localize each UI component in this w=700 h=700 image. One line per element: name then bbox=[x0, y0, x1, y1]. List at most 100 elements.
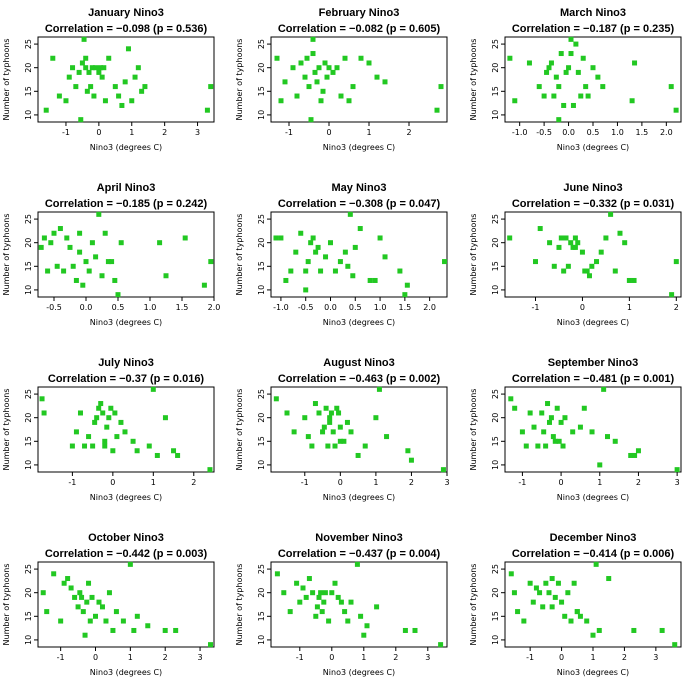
x-axis-label: Nino3 (degrees C) bbox=[90, 493, 162, 502]
data-point bbox=[305, 259, 311, 265]
data-point bbox=[402, 627, 408, 633]
data-point bbox=[357, 226, 363, 232]
data-point bbox=[596, 627, 602, 633]
data-point bbox=[551, 263, 557, 269]
data-point bbox=[537, 590, 543, 596]
data-point bbox=[103, 618, 109, 624]
data-point bbox=[56, 93, 62, 99]
data-point bbox=[586, 273, 592, 279]
y-axis-label: Number of typhoons bbox=[2, 39, 11, 121]
data-point bbox=[332, 268, 338, 274]
data-point bbox=[135, 65, 141, 71]
data-point bbox=[73, 429, 79, 435]
data-point bbox=[327, 415, 333, 421]
data-point bbox=[322, 60, 328, 66]
data-point bbox=[384, 434, 390, 440]
data-point bbox=[106, 55, 112, 61]
y-tick-label: 20 bbox=[257, 588, 266, 598]
y-tick-label: 20 bbox=[257, 413, 266, 423]
x-tick-label: 3 bbox=[444, 478, 449, 487]
x-tick-label: 3 bbox=[198, 653, 203, 662]
data-point bbox=[284, 410, 290, 416]
data-point bbox=[330, 69, 336, 75]
data-point bbox=[354, 561, 360, 567]
data-point bbox=[82, 632, 88, 638]
x-tick-label: 1 bbox=[373, 478, 378, 487]
data-point bbox=[77, 249, 83, 255]
x-tick-label: -1 bbox=[62, 128, 70, 137]
plot-frame bbox=[504, 386, 682, 473]
chart-panel: February Nino3 Correlation = −0.082 (p = … bbox=[235, 7, 448, 152]
x-tick-label: 1 bbox=[590, 653, 595, 662]
data-point bbox=[585, 93, 591, 99]
y-tick-label: 10 bbox=[257, 110, 266, 120]
data-point bbox=[358, 55, 364, 61]
y-tick-label: 15 bbox=[257, 436, 266, 446]
data-point bbox=[173, 627, 179, 633]
chart-subtitle: Correlation = −0.187 (p = 0.235) bbox=[512, 23, 675, 35]
data-point bbox=[303, 287, 309, 293]
x-tick-label: 0.0 bbox=[80, 303, 93, 312]
data-point bbox=[110, 627, 116, 633]
data-point bbox=[382, 254, 388, 260]
data-point bbox=[109, 259, 115, 265]
x-tick-label: 2.0 bbox=[208, 303, 221, 312]
y-tick-label: 15 bbox=[491, 261, 500, 271]
data-point bbox=[119, 102, 125, 108]
data-point bbox=[554, 405, 560, 411]
data-point bbox=[579, 249, 585, 255]
data-point bbox=[326, 618, 332, 624]
x-tick-label: 3 bbox=[653, 653, 658, 662]
data-point bbox=[324, 74, 330, 80]
data-point bbox=[330, 429, 336, 435]
data-point bbox=[310, 235, 316, 241]
data-point bbox=[547, 240, 553, 246]
data-point bbox=[367, 277, 373, 283]
x-axis-label: Nino3 (degrees C) bbox=[90, 668, 162, 677]
y-tick-label: 15 bbox=[24, 86, 33, 96]
data-point bbox=[632, 452, 638, 458]
data-point bbox=[83, 65, 89, 71]
data-point bbox=[543, 580, 549, 586]
data-point bbox=[99, 74, 105, 80]
x-tick-label: 2 bbox=[674, 303, 679, 312]
data-point bbox=[79, 60, 85, 66]
chart-title: June Nino3 bbox=[563, 182, 622, 194]
data-point bbox=[552, 438, 558, 444]
chart-panel: January Nino3 Correlation = −0.098 (p = 0… bbox=[2, 7, 215, 152]
data-point bbox=[548, 60, 554, 66]
chart-title: February Nino3 bbox=[319, 7, 400, 19]
data-point bbox=[442, 259, 448, 265]
data-point bbox=[89, 594, 95, 600]
data-point bbox=[112, 410, 118, 416]
data-point bbox=[397, 268, 403, 274]
data-point bbox=[558, 235, 564, 241]
data-point bbox=[551, 93, 557, 99]
chart-subtitle: Correlation = −0.332 (p = 0.031) bbox=[512, 198, 675, 210]
data-point bbox=[348, 429, 354, 435]
plot-frame bbox=[37, 561, 215, 648]
data-point bbox=[606, 576, 612, 582]
data-point bbox=[108, 405, 114, 411]
data-point bbox=[540, 604, 546, 610]
x-tick-label: -0.5 bbox=[46, 303, 62, 312]
data-point bbox=[508, 571, 514, 577]
data-point bbox=[92, 419, 98, 425]
x-tick-label: 2 bbox=[406, 128, 411, 137]
data-point bbox=[41, 410, 47, 416]
y-axis-label: Number of typhoons bbox=[2, 214, 11, 296]
data-point bbox=[322, 590, 328, 596]
data-point bbox=[553, 74, 559, 80]
data-point bbox=[112, 84, 118, 90]
y-tick-label: 15 bbox=[24, 611, 33, 621]
y-tick-label: 25 bbox=[24, 39, 33, 49]
y-tick-label: 20 bbox=[24, 238, 33, 248]
data-point bbox=[78, 117, 84, 123]
data-point bbox=[93, 65, 99, 71]
chart-subtitle: Correlation = −0.442 (p = 0.003) bbox=[45, 548, 208, 560]
y-axis-label: Number of typhoons bbox=[2, 389, 11, 471]
data-point bbox=[45, 268, 51, 274]
y-tick-label: 10 bbox=[257, 635, 266, 645]
x-axis-label: Nino3 (degrees C) bbox=[323, 668, 395, 677]
data-point bbox=[531, 424, 537, 430]
